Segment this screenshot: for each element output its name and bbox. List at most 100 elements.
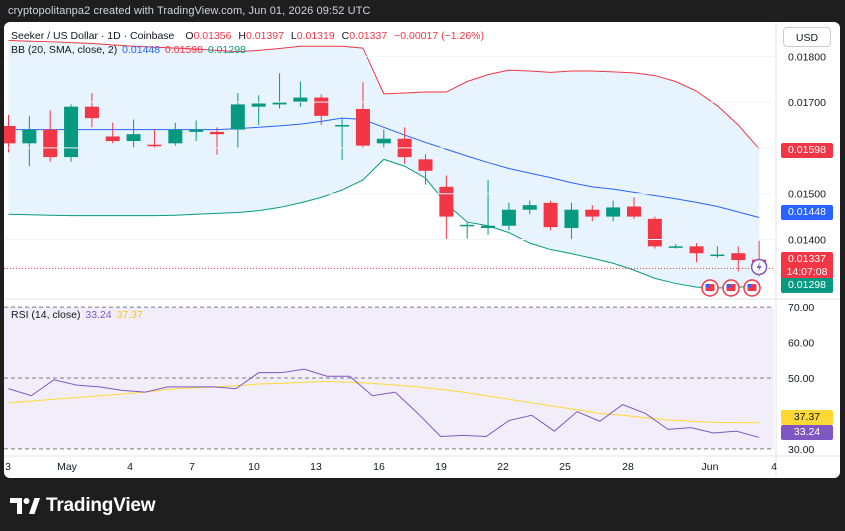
rsi-axis-label: 30.00 — [788, 444, 814, 456]
candle-body — [251, 103, 266, 107]
rsi-value-tag: 33.24 — [781, 425, 833, 440]
bb-lower-value: 0.01298 — [207, 44, 246, 56]
candle-body — [460, 224, 475, 227]
bb-legend-label: BB (20, SMA, close, 2) — [11, 44, 118, 56]
candle-body — [481, 225, 496, 229]
candle-body — [689, 246, 704, 254]
rsi-axis-label: 60.00 — [788, 338, 814, 350]
time-axis-label: 7 — [189, 461, 195, 473]
upper-band-price-tag: 0.01598 — [781, 143, 833, 158]
ohlc-change: −0.00017 (−1.26%) — [394, 30, 484, 42]
brand-name: TradingView — [46, 495, 156, 516]
bar-countdown: 14:07:08 — [786, 266, 828, 278]
us-flag-canton-icon — [705, 284, 710, 288]
price-axis-label: 0.01800 — [788, 51, 826, 63]
candle-body — [627, 206, 641, 217]
time-axis-label: 13 — [310, 461, 322, 473]
time-axis-label: 10 — [248, 461, 260, 473]
time-axis-label: 16 — [373, 461, 385, 473]
ohlc-open-label: O — [185, 30, 194, 42]
ohlc-high-value: 0.01397 — [245, 30, 284, 42]
rsi-line — [8, 368, 760, 438]
rsi-legend-label: RSI (14, close) — [11, 309, 81, 321]
candle-body — [418, 159, 433, 171]
time-axis-label: May — [57, 461, 78, 473]
bb-upper-line — [8, 39, 760, 150]
chart-panel[interactable]: 0.018000.017000.016000.015000.0140070.00… — [4, 22, 840, 478]
chart-canvas[interactable]: 0.018000.017000.016000.015000.0140070.00… — [4, 22, 840, 478]
rsi-legend[interactable]: RSI (14, close) 33.24 37.37 — [11, 309, 143, 321]
rsi-ma-legend-value: 37.37 — [116, 309, 143, 321]
candle-body — [105, 136, 120, 142]
bb-basis-value: 0.01448 — [122, 44, 161, 56]
bb-legend[interactable]: BB (20, SMA, close, 2) 0.01448 0.01598 0… — [11, 44, 246, 56]
candle-body — [710, 254, 725, 257]
candle-body — [22, 129, 37, 144]
candle-body — [210, 131, 224, 135]
tradingview-brand[interactable]: TradingView — [10, 494, 156, 518]
lower-band-price-tag: 0.01298 — [781, 278, 833, 293]
us-flag-canton-icon — [726, 284, 731, 288]
currency-button[interactable]: USD — [783, 27, 831, 47]
us-flag-canton-icon — [747, 284, 752, 288]
time-axis-label: 4 — [127, 461, 133, 473]
candle-body — [376, 138, 391, 144]
candle-body — [335, 125, 350, 127]
rsi-ma-tag: 37.37 — [781, 410, 833, 425]
bb-upper-value: 0.01598 — [165, 44, 203, 56]
time-axis-label: 19 — [435, 461, 447, 473]
last-price-tag: 0.01337 14:07:08 — [781, 252, 833, 280]
snapshot-caption: cryptopolitanpa2 created with TradingVie… — [8, 5, 371, 17]
lightning-bolt-icon — [756, 262, 762, 272]
price-axis-label: 0.01400 — [788, 234, 826, 246]
time-axis-label: 28 — [622, 461, 634, 473]
candles-group — [4, 73, 767, 277]
price-axis-label: 0.01700 — [788, 97, 826, 109]
candle-body — [230, 104, 245, 130]
candle-body — [501, 209, 516, 226]
ohlc-close-label: C — [341, 30, 350, 42]
candle-body — [731, 253, 746, 261]
candle-body — [314, 97, 329, 116]
bollinger-band-fill — [8, 40, 760, 289]
rsi-ma-line — [8, 381, 760, 424]
ohlc-close-value: 0.01337 — [349, 30, 388, 42]
candle-body — [293, 97, 308, 103]
tradingview-logo-icon — [10, 498, 40, 514]
time-axis-label: Jun — [702, 461, 719, 473]
candle-body — [606, 207, 621, 217]
rsi-axis-label: 70.00 — [788, 302, 814, 314]
basis-price-tag: 0.01448 — [781, 205, 833, 220]
bb-lower-line — [8, 158, 760, 289]
time-axis-label: 3 — [5, 461, 11, 473]
symbol-title: Seeker / US Dollar · 1D · Coinbase — [11, 30, 175, 42]
ohlc-high-label: H — [238, 30, 246, 42]
candle-body — [168, 129, 183, 144]
candle-body — [668, 246, 683, 248]
candle-body — [64, 106, 79, 158]
candle-body — [272, 102, 287, 105]
time-axis-label: 25 — [559, 461, 571, 473]
ohlc-low-label: L — [290, 30, 297, 42]
price-axis-label: 0.01500 — [788, 189, 826, 201]
ohlc-low-value: 0.01319 — [296, 30, 335, 42]
candle-body — [43, 129, 58, 158]
candle-body — [522, 205, 537, 210]
candle-body — [564, 209, 579, 229]
candle-body — [585, 209, 600, 217]
candle-body — [439, 186, 454, 217]
rsi-axis-label: 50.00 — [788, 373, 814, 385]
candle-body — [189, 129, 204, 132]
candle-body — [84, 106, 99, 119]
last-price-value: 0.01337 — [788, 253, 826, 265]
candle-body — [147, 144, 162, 147]
candle-body — [4, 125, 16, 144]
ohlc-open-value: 0.01356 — [193, 30, 232, 42]
candle-body — [647, 218, 662, 247]
time-axis-label: 4 — [771, 461, 777, 473]
candle-body — [543, 202, 558, 228]
candle-body — [355, 108, 370, 146]
symbol-legend: Seeker / US Dollar · 1D · Coinbase O0.01… — [11, 30, 484, 42]
time-axis-label: 22 — [497, 461, 509, 473]
